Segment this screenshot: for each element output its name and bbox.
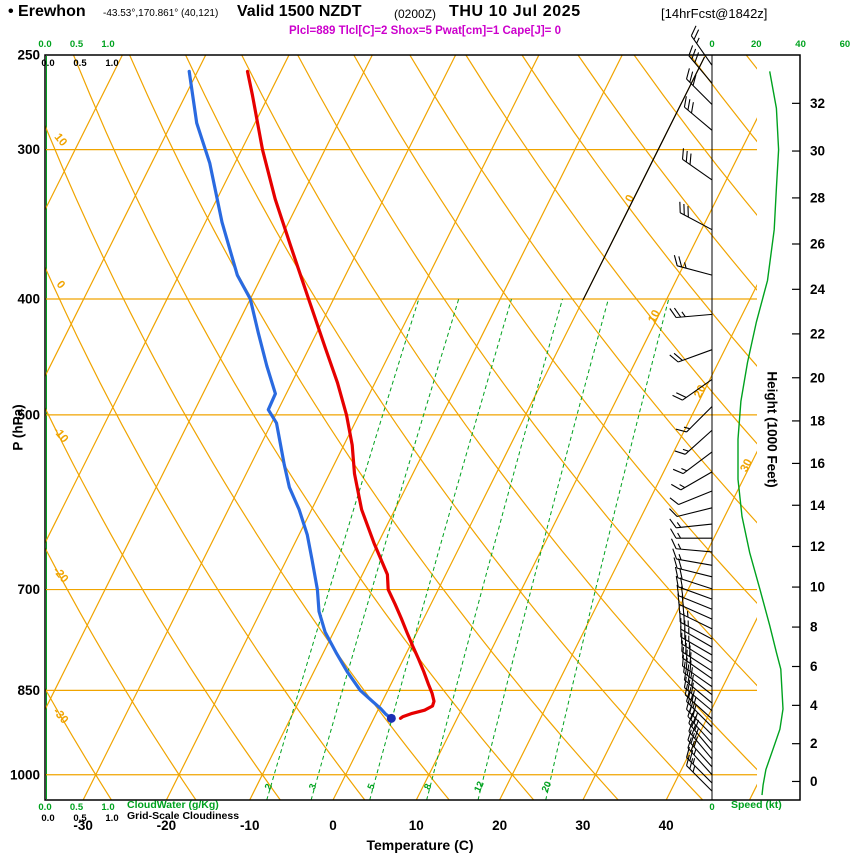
svg-text:10: 10 (646, 308, 663, 325)
svg-text:400: 400 (17, 292, 40, 307)
svg-text:12: 12 (472, 780, 486, 794)
svg-text:-30: -30 (73, 818, 93, 833)
svg-text:0.0: 0.0 (38, 39, 51, 50)
svg-text:30: 30 (738, 457, 755, 474)
svg-text:850: 850 (17, 683, 40, 698)
svg-text:24: 24 (810, 282, 826, 297)
svg-text:0: 0 (810, 774, 818, 789)
svg-text:8: 8 (810, 620, 818, 635)
svg-text:28: 28 (810, 190, 826, 205)
temperature-axis-title: Temperature (C) (366, 837, 474, 853)
svg-text:6: 6 (810, 659, 818, 674)
svg-text:0: 0 (709, 39, 714, 50)
svg-text:700: 700 (17, 582, 40, 597)
svg-text:300: 300 (17, 142, 40, 157)
svg-text:40: 40 (795, 39, 806, 50)
temperature-curve (245, 69, 436, 720)
svg-text:0.0: 0.0 (41, 813, 54, 824)
cloudwater-axis-title: CloudWater (g/Kg) (127, 799, 219, 811)
svg-text:5: 5 (365, 782, 378, 792)
svg-text:20: 20 (540, 780, 554, 794)
station-name: • Erewhon (8, 3, 86, 20)
svg-text:14: 14 (810, 498, 826, 513)
svg-text:1.0: 1.0 (101, 802, 114, 813)
svg-text:20: 20 (492, 818, 507, 833)
svg-text:40: 40 (659, 818, 674, 833)
svg-text:3: 3 (307, 782, 319, 791)
svg-text:16: 16 (810, 456, 826, 471)
height-axis-title: Height (1000 Feet) (764, 371, 780, 488)
svg-text:20: 20 (751, 39, 762, 50)
svg-text:30: 30 (575, 818, 590, 833)
valid-time: Valid 1500 NZDT (237, 3, 362, 20)
svg-text:10: 10 (409, 818, 424, 833)
svg-text:10: 10 (810, 580, 825, 595)
svg-text:60: 60 (840, 39, 850, 50)
svg-text:0: 0 (709, 802, 714, 813)
pressure-axis-title: P (hPa) (10, 404, 26, 451)
svg-text:-30: -30 (50, 706, 70, 726)
svg-text:0: 0 (624, 193, 638, 204)
svg-text:0.0: 0.0 (41, 58, 54, 69)
speed-curve (737, 71, 784, 796)
svg-text:0.5: 0.5 (73, 813, 87, 824)
dewpoint-curve (187, 69, 393, 720)
surface-dewpoint-dot (386, 713, 396, 723)
sounding-parameters: Plcl=889 Tlcl[C]=2 Shox=5 Pwat[cm]=1 Cap… (289, 25, 561, 37)
gridscale-cloudiness-axis-title: Grid-Scale Cloudiness (127, 810, 240, 822)
svg-text:20: 20 (692, 383, 709, 400)
svg-text:0.5: 0.5 (73, 58, 87, 69)
svg-text:26: 26 (810, 236, 826, 251)
svg-text:20: 20 (810, 370, 825, 385)
svg-text:32: 32 (810, 96, 825, 111)
svg-text:-20: -20 (50, 565, 70, 585)
svg-text:18: 18 (810, 413, 826, 428)
forecast-tag: [14hrFcst@1842z] (661, 6, 768, 21)
speed-axis-title: Speed (kt) (731, 799, 782, 811)
svg-text:22: 22 (810, 326, 825, 341)
svg-text:8: 8 (422, 782, 434, 791)
svg-text:1.0: 1.0 (101, 39, 114, 50)
svg-text:12: 12 (810, 539, 825, 554)
grid (45, 55, 757, 800)
svg-text:0: 0 (329, 818, 337, 833)
svg-text:2: 2 (810, 736, 818, 751)
svg-text:0.0: 0.0 (38, 802, 51, 813)
svg-text:1.0: 1.0 (105, 813, 118, 824)
wind-barbs (669, 25, 713, 792)
valid-date: THU 10 Jul 2025 (449, 3, 581, 20)
svg-text:1.0: 1.0 (105, 58, 118, 69)
svg-text:1000: 1000 (10, 767, 40, 782)
svg-text:250: 250 (17, 48, 40, 63)
svg-text:-10: -10 (240, 818, 260, 833)
svg-text:0.5: 0.5 (70, 802, 84, 813)
svg-text:-10: -10 (50, 425, 70, 445)
svg-text:500: 500 (17, 407, 40, 422)
svg-text:4: 4 (810, 698, 818, 713)
svg-text:-20: -20 (157, 818, 177, 833)
station-coords: -43.53°,170.861° (40,121) (103, 8, 219, 19)
svg-text:0.5: 0.5 (70, 39, 84, 50)
svg-text:30: 30 (810, 144, 825, 159)
valid-time-zulu: (0200Z) (394, 7, 437, 21)
svg-text:2: 2 (263, 782, 275, 791)
